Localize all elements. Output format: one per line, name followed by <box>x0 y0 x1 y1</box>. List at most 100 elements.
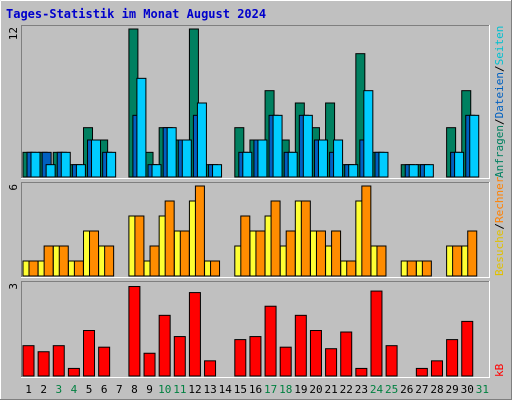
x-tick-label-day15: 15 <box>234 383 247 396</box>
bar-middle-s1-day2 <box>43 245 54 277</box>
bar-middle-s1-day15 <box>240 215 251 277</box>
bar-middle-s1-day21 <box>331 230 342 277</box>
bar-bottom-s0-day24 <box>370 290 383 377</box>
bar-bottom-s0-day29 <box>446 339 459 377</box>
chart-title: Tages-Statistik im Monat August 2024 <box>6 7 266 21</box>
x-tick-label-day12: 12 <box>188 383 201 396</box>
bar-top-s2-day29 <box>454 151 465 178</box>
x-tick-label-day6: 6 <box>101 383 108 396</box>
bar-top-s2-day19 <box>302 114 313 178</box>
legend-top-item: Dateien <box>493 72 506 118</box>
x-tick-label-day5: 5 <box>86 383 93 396</box>
x-tick-label-day26: 26 <box>400 383 413 396</box>
bar-middle-s1-day30 <box>467 230 478 277</box>
bar-top-s2-day3 <box>60 151 71 178</box>
legend-top-item: / <box>493 118 506 125</box>
bar-middle-s1-day26 <box>406 260 417 277</box>
bar-middle-s1-day10 <box>164 200 175 277</box>
bar-top-s2-day2 <box>45 164 56 178</box>
x-tick-label-day20: 20 <box>309 383 322 396</box>
bar-top-s2-day8 <box>136 77 147 178</box>
bar-bottom-s0-day3 <box>52 345 65 377</box>
y-max-label-bottom: 3 <box>7 283 20 290</box>
bar-bottom-s0-day6 <box>98 346 111 377</box>
bar-top-s2-day18 <box>287 151 298 178</box>
x-tick-label-day13: 13 <box>203 383 216 396</box>
bar-top-s2-day16 <box>257 139 268 178</box>
x-tick-label-day29: 29 <box>446 383 459 396</box>
bar-bottom-s0-day16 <box>249 336 262 377</box>
x-tick-label-day1: 1 <box>25 383 32 396</box>
x-tick-label-day9: 9 <box>146 383 153 396</box>
legend-middle-item: / <box>493 223 506 230</box>
bar-bottom-s0-day21 <box>325 348 338 377</box>
bar-top-s2-day26 <box>408 164 419 178</box>
legend-top-item: Seiten <box>493 26 506 66</box>
legend-top: Anfragen/Dateien/Seiten <box>493 26 506 178</box>
bar-bottom-s0-day20 <box>309 330 322 377</box>
bar-bottom-s0-day2 <box>37 351 50 377</box>
legend-top-item: Anfragen <box>493 125 506 178</box>
bar-middle-s1-day13 <box>210 260 221 277</box>
bar-middle-s1-day3 <box>58 245 69 277</box>
bar-top-s2-day23 <box>363 90 374 178</box>
bar-middle-s1-day11 <box>179 230 190 277</box>
legend-top-item: / <box>493 65 506 72</box>
bar-middle-s1-day8 <box>134 215 145 277</box>
bar-middle-s1-day20 <box>315 230 326 277</box>
bar-bottom-s0-day9 <box>143 352 156 377</box>
x-tick-label-day17: 17 <box>264 383 277 396</box>
bar-top-s2-day12 <box>196 102 207 178</box>
bar-top-s2-day22 <box>348 164 359 178</box>
x-tick-label-day19: 19 <box>294 383 307 396</box>
x-tick-label-day27: 27 <box>415 383 428 396</box>
x-tick-label-day23: 23 <box>355 383 368 396</box>
x-tick-label-day2: 2 <box>40 383 47 396</box>
bar-top-s2-day20 <box>317 139 328 178</box>
x-tick-label-day18: 18 <box>279 383 292 396</box>
x-tick-label-day16: 16 <box>249 383 262 396</box>
x-tick-label-day21: 21 <box>325 383 338 396</box>
bar-middle-s1-day1 <box>28 260 39 277</box>
bar-bottom-s0-day23 <box>355 367 368 377</box>
x-tick-label-day8: 8 <box>131 383 138 396</box>
x-tick-label-day31: 31 <box>476 383 489 396</box>
x-tick-label-day28: 28 <box>430 383 443 396</box>
x-tick-label-day30: 30 <box>461 383 474 396</box>
bar-middle-s1-day9 <box>149 245 160 277</box>
bar-bottom-s0-day15 <box>234 339 247 377</box>
y-max-label-middle: 6 <box>7 184 20 191</box>
bar-bottom-s0-day18 <box>279 346 292 377</box>
x-tick-label-day7: 7 <box>116 383 123 396</box>
bar-top-s2-day11 <box>181 139 192 178</box>
x-tick-label-day25: 25 <box>385 383 398 396</box>
bar-bottom-s0-day30 <box>461 320 474 377</box>
panel-middle: 6 <box>7 182 490 278</box>
x-tick-label-day11: 11 <box>173 383 186 396</box>
bar-top-s2-day1 <box>30 151 41 178</box>
bar-bottom-s0-day25 <box>385 345 398 377</box>
x-tick-label-day14: 14 <box>219 383 233 396</box>
bar-middle-s1-day29 <box>452 245 463 277</box>
legend-bottom: kB <box>493 363 506 377</box>
legend-middle-item: Besuche <box>493 230 506 276</box>
bar-bottom-s0-day11 <box>173 336 186 377</box>
bar-middle-s1-day27 <box>421 260 432 277</box>
y-max-label-top: 12 <box>7 27 20 40</box>
bar-top-s2-day30 <box>469 114 480 178</box>
x-tick-label-day4: 4 <box>71 383 78 396</box>
bar-top-s2-day17 <box>272 114 283 178</box>
bar-top-s2-day27 <box>423 164 434 178</box>
legend-middle: Besuche/Rechner <box>493 176 506 276</box>
legend-bottom-item: kB <box>493 363 506 377</box>
x-tick-label-day10: 10 <box>158 383 171 396</box>
x-tick-label-day24: 24 <box>370 383 384 396</box>
legend-middle-item: Rechner <box>493 176 506 223</box>
bar-top-s2-day24 <box>378 151 389 178</box>
panel-bottom: 3 <box>7 281 490 378</box>
bar-top-s2-day21 <box>333 139 344 178</box>
bar-middle-s1-day17 <box>270 200 281 277</box>
bar-middle-s1-day18 <box>285 230 296 277</box>
bar-bottom-s0-day8 <box>128 286 141 377</box>
